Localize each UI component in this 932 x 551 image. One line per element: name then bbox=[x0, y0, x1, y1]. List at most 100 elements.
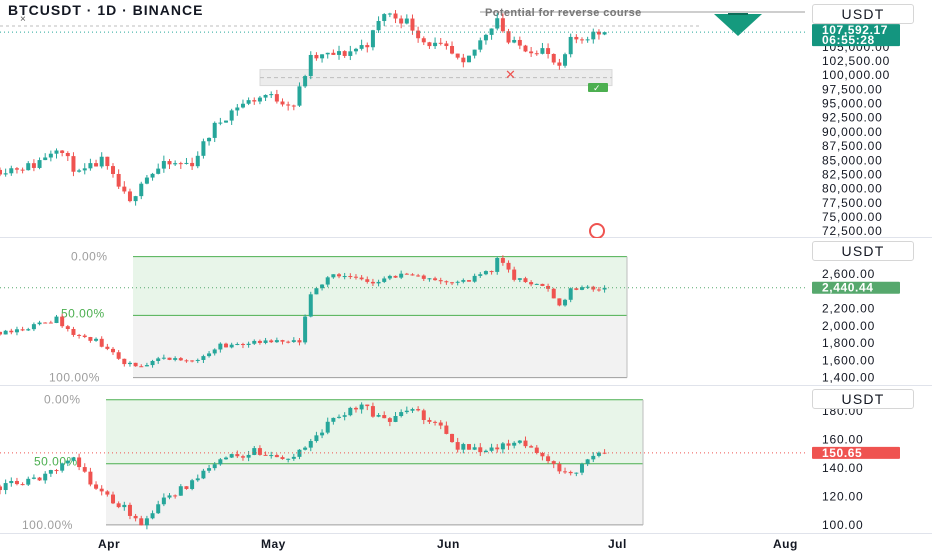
pane2-candle bbox=[37, 322, 42, 325]
price-candle bbox=[286, 104, 291, 106]
price-tick-label: 92,500.00 bbox=[822, 111, 883, 125]
pane3-candle bbox=[201, 470, 206, 479]
pane3-candle bbox=[410, 409, 415, 411]
pane2-candle bbox=[60, 316, 65, 327]
price-candle bbox=[393, 13, 398, 19]
pane2-candle bbox=[94, 338, 99, 341]
pane2-candle bbox=[82, 335, 87, 338]
pane2-candle bbox=[308, 294, 313, 317]
pane2[interactable]: 0.00% 50.00% 100.00% 1,400.00 1,600.00 1,800.… bbox=[0, 238, 932, 386]
pane2-candle bbox=[122, 358, 127, 365]
price-tick-label: 140.00 bbox=[822, 461, 864, 475]
price-candle bbox=[563, 54, 568, 66]
price-candle bbox=[263, 94, 268, 98]
price-candle bbox=[54, 150, 59, 154]
price-candle bbox=[240, 103, 245, 108]
price-candle bbox=[483, 34, 488, 41]
price-tick-label: 95,000.00 bbox=[822, 97, 883, 111]
price-candle bbox=[48, 153, 53, 158]
price-axis-unit[interactable]: USDT bbox=[812, 4, 914, 24]
price-candle bbox=[568, 36, 573, 55]
pane3-candle bbox=[416, 409, 421, 411]
cross-mark-icon: ✕ bbox=[505, 67, 516, 82]
price-candle bbox=[591, 31, 596, 40]
pane3-candle bbox=[540, 452, 545, 457]
pane3-candle bbox=[269, 455, 274, 457]
price-candle bbox=[450, 46, 455, 54]
pane2-candle bbox=[591, 286, 596, 290]
price-candle bbox=[365, 45, 370, 48]
pane3-candle bbox=[370, 406, 375, 417]
pane2-candle bbox=[444, 281, 449, 283]
pane3-candle bbox=[88, 471, 93, 485]
price-candle bbox=[161, 161, 166, 169]
pane2-candle bbox=[585, 286, 590, 288]
pane3-candle bbox=[500, 443, 505, 450]
pane3-candle bbox=[43, 473, 48, 481]
close-icon[interactable]: × bbox=[20, 14, 26, 25]
pane3-candle bbox=[585, 459, 590, 464]
price-candle bbox=[229, 110, 234, 121]
pane3-candle bbox=[207, 468, 212, 471]
pane3-candle bbox=[116, 503, 121, 508]
pane2-candle bbox=[523, 278, 528, 283]
check-mark-glyph: ✓ bbox=[593, 83, 601, 93]
price-candle bbox=[489, 28, 494, 35]
price-candle bbox=[3, 173, 8, 175]
price-candle bbox=[60, 150, 65, 153]
price-candle bbox=[444, 43, 449, 47]
pane2-candle bbox=[331, 274, 336, 278]
price-candle bbox=[274, 94, 279, 102]
pane3-candle bbox=[387, 418, 392, 422]
price-candle bbox=[235, 107, 240, 111]
pane2-candle bbox=[529, 282, 534, 285]
symbol-title[interactable]: BTCUSDT · 1D · BINANCE bbox=[8, 2, 204, 18]
pane2-candle bbox=[207, 353, 212, 357]
price-candle bbox=[534, 53, 539, 55]
pane2-candle bbox=[105, 346, 110, 349]
price-candle bbox=[551, 53, 556, 63]
pane3-candle bbox=[450, 433, 455, 443]
last-price-badge bbox=[812, 281, 900, 294]
pane2-candle bbox=[557, 298, 562, 306]
pane3-candle bbox=[591, 455, 596, 460]
price-candle bbox=[404, 18, 409, 24]
price-candle bbox=[31, 163, 36, 168]
pane2-candle bbox=[54, 316, 59, 324]
pane3-candle bbox=[133, 515, 138, 519]
pane2-candle bbox=[224, 343, 229, 348]
x-tick-jun: Jun bbox=[437, 537, 460, 551]
pane2-axis-unit[interactable]: USDT bbox=[812, 241, 914, 261]
pane3-candle bbox=[376, 415, 381, 417]
pane3-candle bbox=[320, 432, 325, 436]
pane3-candle bbox=[257, 448, 262, 455]
price-candle bbox=[376, 21, 381, 31]
pane2-candle bbox=[269, 340, 274, 343]
pane3-axis-unit[interactable]: USDT bbox=[812, 389, 914, 409]
price-candle bbox=[207, 137, 212, 142]
pane3-candle bbox=[353, 407, 358, 410]
pane2-candle bbox=[579, 287, 584, 290]
pane2-candle bbox=[433, 278, 438, 281]
pane3-candle bbox=[252, 448, 257, 455]
pane3-candle bbox=[173, 495, 178, 497]
pane3-candle bbox=[365, 404, 370, 407]
reverse-course-note: Potential for reverse course bbox=[485, 7, 642, 19]
price-candle bbox=[466, 55, 471, 63]
pane3-candle bbox=[466, 444, 471, 450]
pane2-candle bbox=[71, 329, 76, 335]
price-candle bbox=[342, 51, 347, 56]
pane2-candle bbox=[48, 322, 53, 324]
pane3[interactable]: 0.00% 50.00% 100.00% 100.00 120.00 140.00 160.… bbox=[0, 386, 932, 536]
check-mark-icon bbox=[588, 83, 608, 92]
pane2-candle bbox=[26, 329, 31, 331]
pane2-candle bbox=[359, 277, 364, 280]
pane2-candle bbox=[156, 358, 161, 361]
fib-label-50: 50.00% bbox=[61, 306, 105, 320]
price-pane[interactable]: Potential for reverse course✕✓72,500.007… bbox=[0, 0, 932, 238]
last-price-badge-value: 2,440.44 bbox=[822, 281, 874, 295]
pane3-candle bbox=[3, 483, 8, 491]
pane2-candle bbox=[99, 338, 104, 347]
fib-label-50: 50.00% bbox=[34, 455, 78, 469]
pane3-candle bbox=[489, 447, 494, 451]
